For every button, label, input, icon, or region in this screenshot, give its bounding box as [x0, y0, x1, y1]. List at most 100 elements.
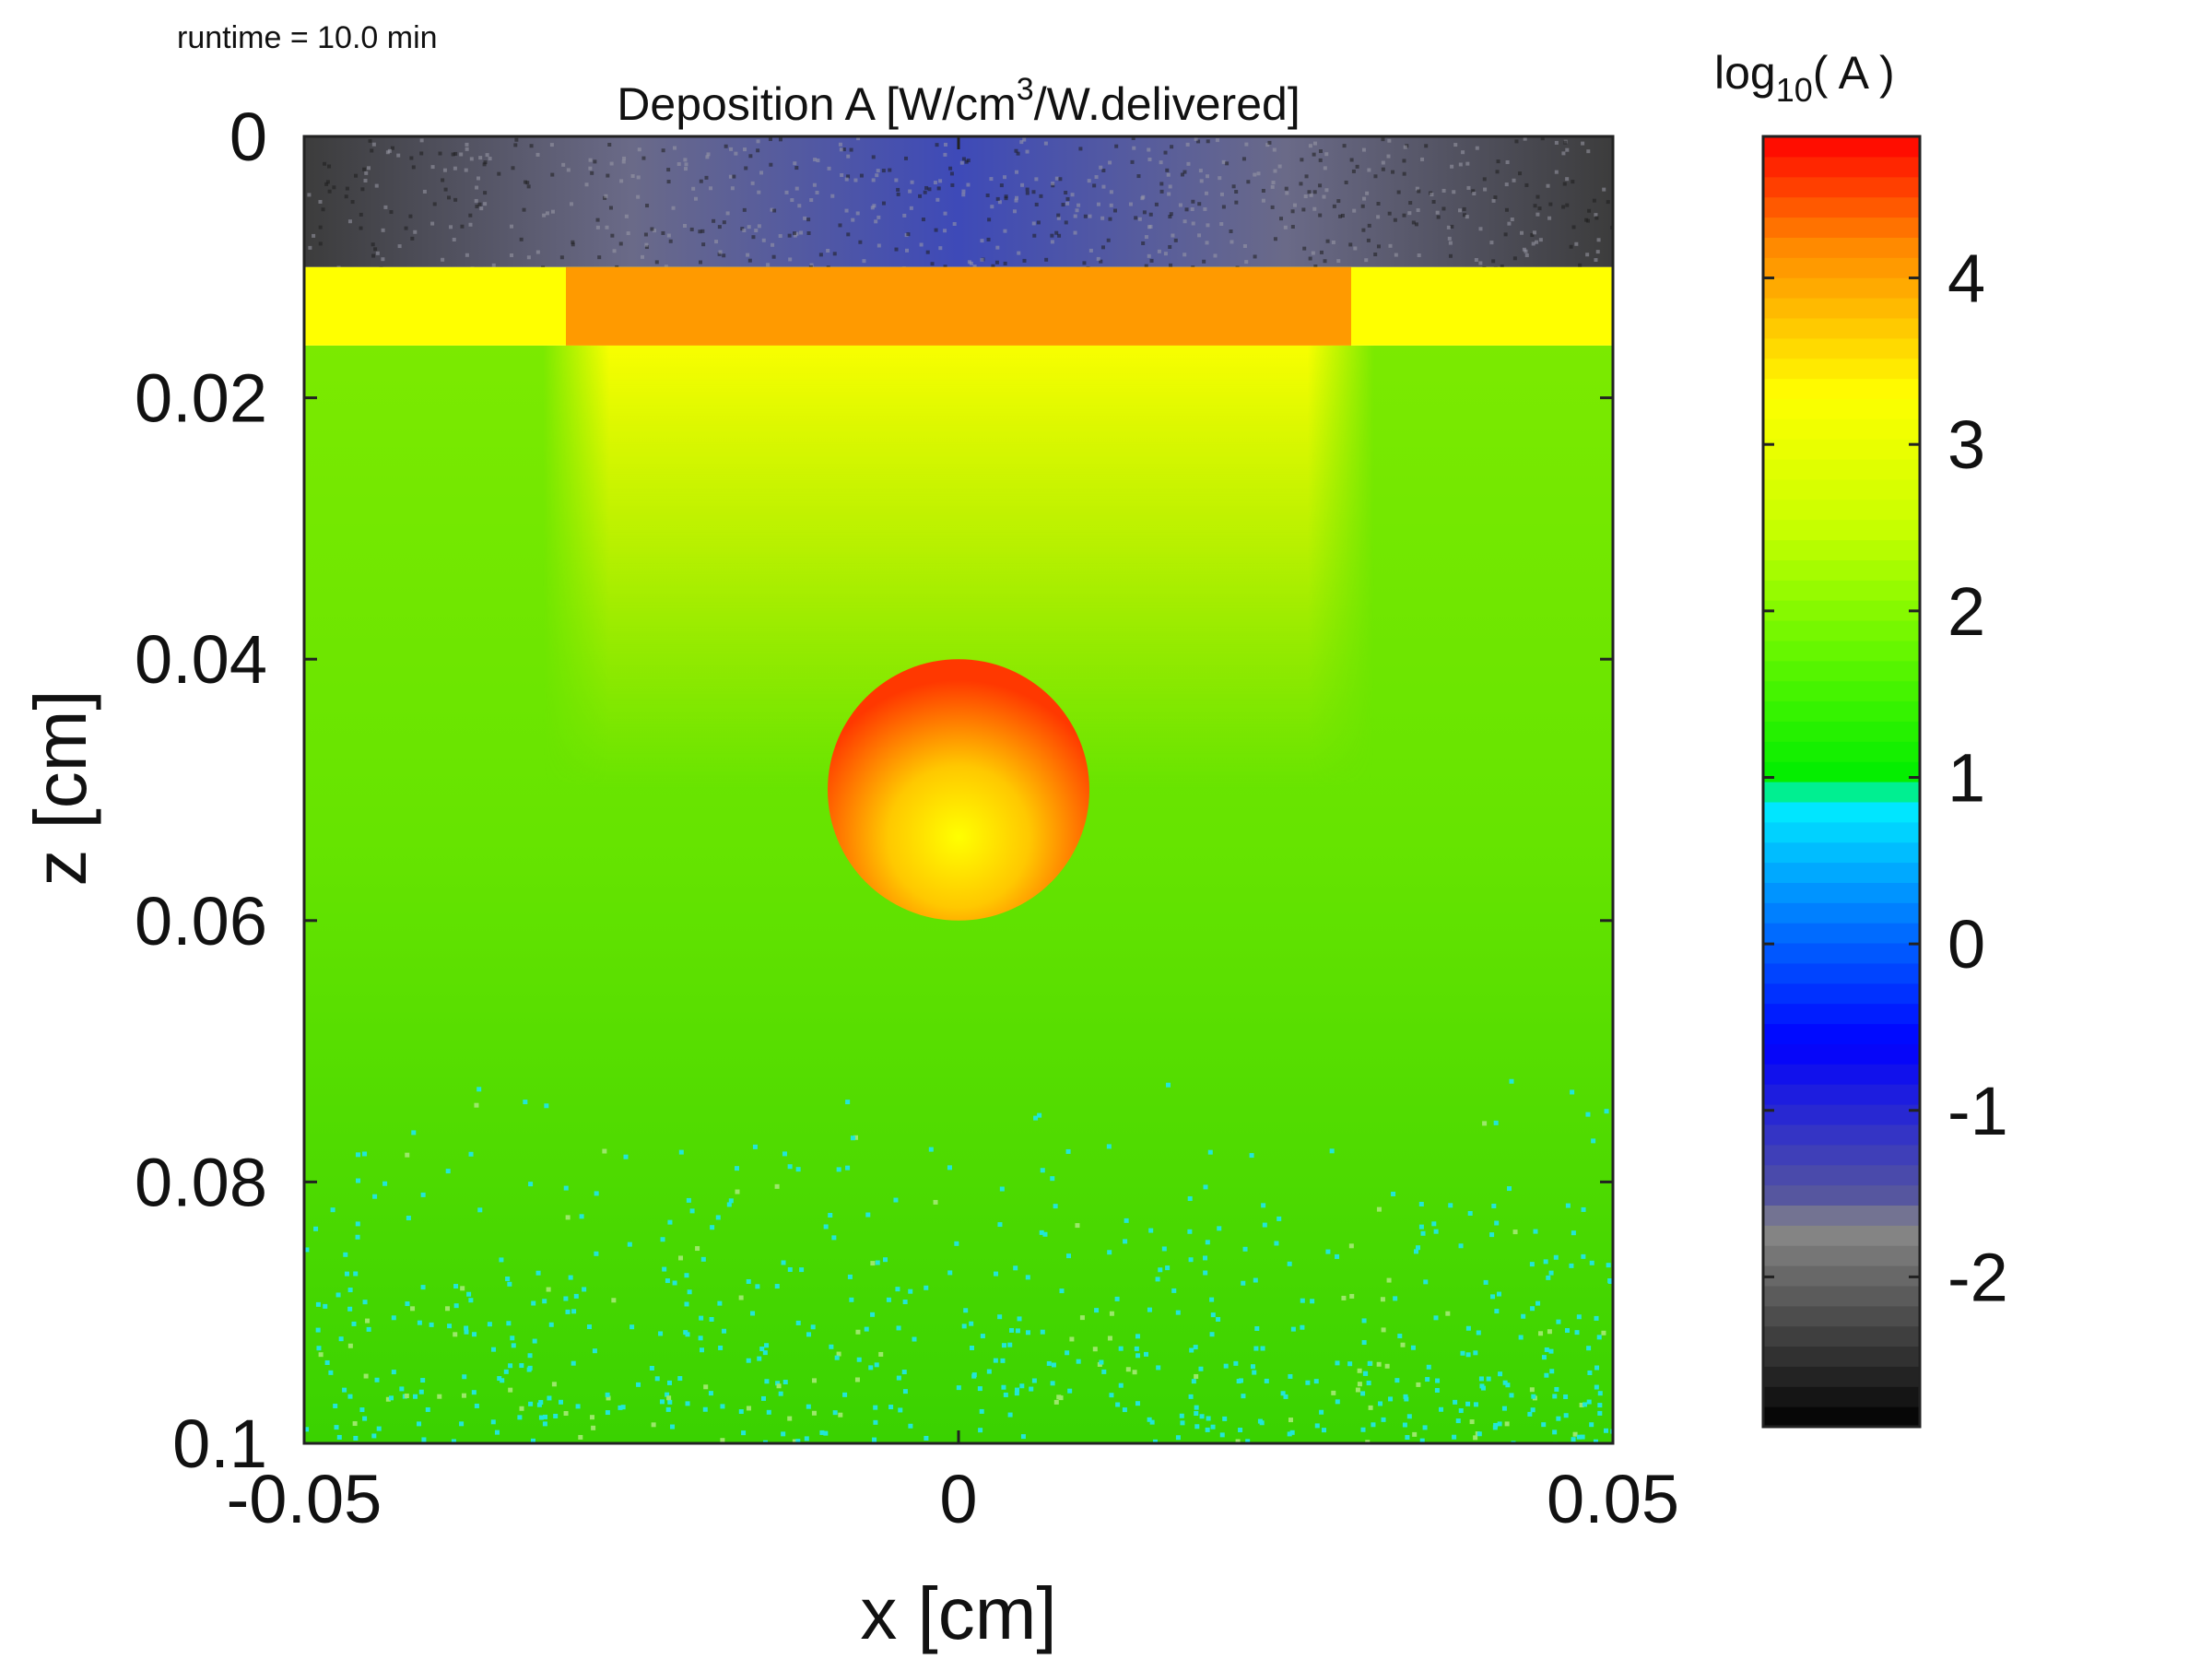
colorbar-segment: [1763, 923, 1920, 944]
grain-pixel: [476, 176, 480, 181]
colorbar-segment: [1763, 1265, 1920, 1287]
grain-pixel: [1373, 253, 1378, 257]
grain-pixel: [1221, 205, 1226, 209]
noise-pixel: [388, 1395, 394, 1401]
noise-pixel: [1502, 1380, 1508, 1385]
noise-pixel: [1147, 1307, 1152, 1312]
noise-pixel: [811, 1410, 817, 1416]
noise-pixel: [1314, 1423, 1320, 1429]
noise-pixel: [888, 1405, 894, 1410]
noise-pixel: [1199, 1414, 1205, 1419]
noise-pixel: [324, 1359, 330, 1365]
grain-pixel: [396, 153, 401, 158]
noise-pixel: [1597, 1403, 1603, 1408]
noise-pixel: [1135, 1334, 1141, 1339]
grain-pixel: [1386, 154, 1391, 159]
noise-pixel: [886, 1297, 891, 1302]
grain-pixel: [1361, 228, 1366, 232]
grain-pixel: [1044, 257, 1049, 262]
noise-pixel: [1434, 1387, 1440, 1393]
grain-pixel: [522, 207, 526, 212]
grain-pixel: [1112, 208, 1117, 213]
noise-pixel: [1410, 1345, 1416, 1350]
noise-pixel: [1360, 1391, 1366, 1396]
colorbar-segment: [1763, 1366, 1920, 1387]
noise-pixel: [662, 1266, 667, 1272]
grain-pixel: [1100, 216, 1105, 220]
grain-pixel: [1039, 194, 1043, 198]
noise-pixel: [1014, 1391, 1019, 1396]
noise-pixel: [1493, 1422, 1499, 1428]
grain-pixel: [321, 207, 325, 212]
noise-pixel: [1547, 1329, 1552, 1335]
grain-pixel: [1064, 220, 1068, 225]
grain-pixel: [1336, 199, 1341, 204]
grain-pixel: [410, 236, 415, 241]
grain-pixel: [1004, 196, 1008, 201]
noise-speckles: [304, 1078, 1613, 1443]
grain-pixel: [1132, 146, 1136, 150]
noise-pixel: [1483, 1279, 1488, 1285]
noise-pixel: [969, 1346, 974, 1351]
colorbar-segment: [1763, 741, 1920, 762]
noise-pixel: [842, 1392, 848, 1397]
grain-pixel: [793, 231, 797, 236]
grain-pixel: [1504, 182, 1509, 187]
grain-pixel: [927, 187, 932, 192]
grain-pixel: [1308, 256, 1312, 261]
noise-pixel: [778, 1391, 783, 1396]
grain-pixel: [413, 229, 418, 234]
grain-pixel: [1163, 252, 1168, 256]
grain-pixel: [1402, 213, 1406, 218]
noise-pixel: [1591, 1138, 1596, 1144]
noise-pixel: [924, 1435, 929, 1441]
grain-pixel: [1171, 233, 1175, 238]
noise-pixel: [1007, 1412, 1013, 1418]
grain-pixel: [1547, 216, 1552, 220]
noise-pixel: [845, 1100, 851, 1105]
noise-pixel: [323, 1303, 328, 1309]
noise-pixel: [1349, 1293, 1355, 1299]
noise-pixel: [445, 1306, 451, 1312]
grain-pixel: [1075, 208, 1079, 213]
noise-pixel: [1094, 1308, 1100, 1313]
grain-pixel: [559, 255, 564, 260]
noise-pixel: [1509, 1078, 1514, 1084]
grain-pixel: [832, 252, 837, 256]
noise-pixel: [1219, 1432, 1225, 1438]
colorbar-segment: [1763, 620, 1920, 641]
grain-pixel: [746, 253, 750, 257]
colorbar-segment: [1763, 176, 1920, 198]
noise-pixel: [762, 1440, 768, 1443]
grain-pixel: [1471, 189, 1476, 194]
grain-pixel: [1014, 198, 1018, 203]
noise-pixel: [338, 1336, 344, 1342]
noise-pixel: [1025, 1275, 1030, 1280]
grain-pixel: [483, 191, 488, 195]
noise-pixel: [546, 1287, 551, 1292]
noise-pixel: [468, 1298, 474, 1303]
grain-pixel: [987, 218, 992, 222]
noise-pixel: [1426, 1364, 1431, 1370]
noise-pixel: [627, 1241, 632, 1247]
colorbar-segment: [1763, 1144, 1920, 1166]
grain-pixel: [1234, 190, 1239, 194]
noise-pixel: [1264, 1378, 1269, 1383]
grain-pixel: [381, 257, 385, 262]
colorbar-segment: [1763, 559, 1920, 581]
noise-pixel: [660, 1237, 665, 1242]
noise-pixel: [487, 1322, 492, 1327]
noise-pixel: [1554, 1386, 1559, 1392]
grain-pixel: [1101, 168, 1106, 172]
noise-pixel: [764, 1343, 770, 1348]
grain-pixel: [1309, 193, 1313, 197]
grain-pixel: [1474, 257, 1478, 262]
noise-pixel: [318, 1352, 324, 1358]
noise-pixel: [654, 1376, 660, 1382]
noise-pixel: [1118, 1382, 1124, 1388]
noise-pixel: [519, 1406, 524, 1411]
noise-pixel: [834, 1355, 840, 1360]
grain-pixel: [1025, 187, 1030, 192]
grain-pixel: [432, 202, 437, 206]
noise-pixel: [1469, 1419, 1475, 1425]
